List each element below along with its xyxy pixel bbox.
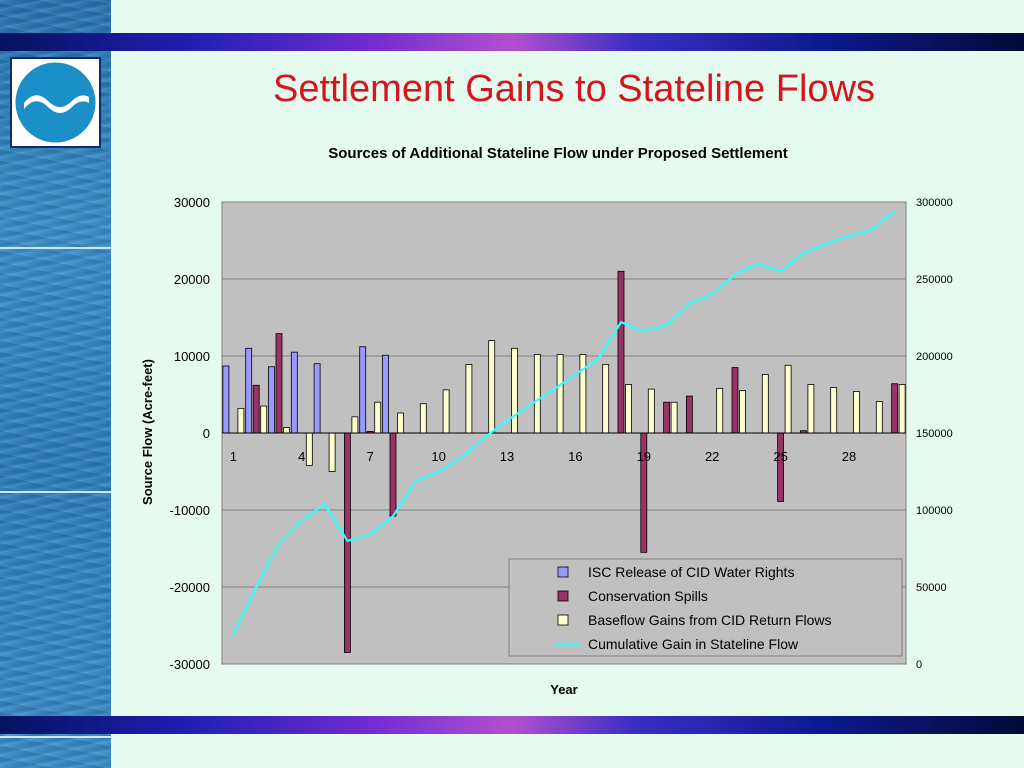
y-tick-label: -10000 [170, 503, 210, 518]
y-tick-label: -20000 [170, 580, 210, 595]
legend-label: Conservation Spills [588, 588, 708, 604]
bar [716, 387, 724, 434]
bar [761, 374, 769, 434]
bar [663, 401, 670, 434]
bar [891, 383, 898, 434]
legend-label: Cumulative Gain in Stateline Flow [588, 636, 799, 652]
x-tick-label: 22 [705, 449, 719, 464]
bar [442, 389, 450, 434]
bar [739, 390, 746, 434]
y2-tick-label: 50000 [916, 582, 947, 594]
bar [488, 340, 496, 434]
bar [359, 346, 367, 434]
x-tick-label: 7 [367, 449, 374, 464]
bar [617, 270, 625, 434]
legend-swatch [557, 566, 569, 578]
bar [602, 364, 610, 434]
top-gradient-band [0, 33, 1024, 51]
legend-label: ISC Release of CID Water Rights [588, 564, 794, 580]
bar [875, 401, 883, 434]
slide-title: Settlement Gains to Stateline Flows [273, 68, 875, 110]
y-tick-label: -30000 [170, 657, 210, 672]
bar [625, 384, 632, 434]
bar [777, 432, 784, 502]
y-tick-label: 0 [203, 426, 210, 441]
water-wave-logo-icon [15, 62, 96, 143]
y-axis-label: Source Flow (Acre-feet) [140, 359, 155, 505]
x-axis-label: Year [550, 682, 577, 697]
left-axis-ticks: 30000 20000 10000 0 -10000 -20000 -30000 [170, 195, 210, 672]
bar [784, 364, 792, 434]
x-tick-label: 13 [500, 449, 514, 464]
bar [556, 354, 564, 434]
bar [328, 432, 336, 472]
sidebar-divider [0, 247, 111, 249]
x-tick-label: 28 [842, 449, 856, 464]
bar [313, 363, 321, 434]
legend: ISC Release of CID Water Rights Conservat… [508, 558, 903, 657]
x-tick-label: 4 [298, 449, 305, 464]
legend-swatch [557, 614, 569, 626]
bar [260, 405, 268, 434]
bar [853, 391, 860, 434]
bar [222, 365, 230, 434]
cumulative-gain-line [232, 210, 896, 636]
bar [465, 364, 473, 434]
bar [275, 333, 283, 434]
bar [343, 432, 351, 653]
sidebar-divider [0, 736, 111, 738]
x-tick-label: 16 [568, 449, 582, 464]
y2-tick-label: 100000 [916, 505, 953, 517]
right-axis-ticks: 300000 250000 200000 150000 100000 50000 0 [916, 197, 953, 671]
y2-tick-label: 0 [916, 659, 922, 671]
y-tick-label: 10000 [174, 349, 210, 364]
x-tick-label: 1 [230, 449, 237, 464]
x-axis-ticks: 1 4 7 10 13 16 19 22 25 28 [230, 449, 856, 464]
legend-swatch [557, 590, 569, 602]
y-tick-label: 30000 [174, 195, 210, 210]
bar [533, 354, 541, 434]
y2-tick-label: 150000 [916, 428, 953, 440]
x-tick-label: 25 [773, 449, 787, 464]
bar [579, 354, 587, 434]
x-tick-label: 10 [431, 449, 445, 464]
bar [419, 403, 427, 434]
bar [807, 384, 815, 434]
bar [686, 395, 693, 434]
y2-tick-label: 250000 [916, 274, 953, 286]
bar [237, 407, 245, 434]
bar [351, 416, 359, 434]
bar [374, 401, 382, 434]
x-tick-label: 19 [637, 449, 651, 464]
bar [290, 351, 298, 434]
bar [389, 432, 397, 517]
bottom-gradient-band [0, 716, 1024, 734]
bar [268, 366, 275, 434]
bar [245, 347, 253, 434]
logo [10, 57, 101, 148]
bar [898, 384, 906, 434]
bar [647, 388, 655, 434]
legend-box [508, 558, 903, 657]
bar [252, 384, 260, 434]
bar [397, 412, 404, 434]
bar [283, 427, 290, 434]
y-tick-label: 20000 [174, 272, 210, 287]
sidebar-divider [0, 491, 111, 493]
legend-label: Baseflow Gains from CID Return Flows [588, 612, 832, 628]
y2-tick-label: 300000 [916, 197, 953, 209]
bar [731, 367, 739, 434]
bar [830, 387, 838, 434]
bar [305, 432, 313, 466]
bar [670, 401, 678, 434]
y2-tick-label: 200000 [916, 351, 953, 363]
bar [382, 354, 389, 434]
chart-title: Sources of Additional Stateline Flow und… [328, 145, 788, 162]
bar [511, 347, 518, 434]
bar-series [222, 270, 906, 653]
